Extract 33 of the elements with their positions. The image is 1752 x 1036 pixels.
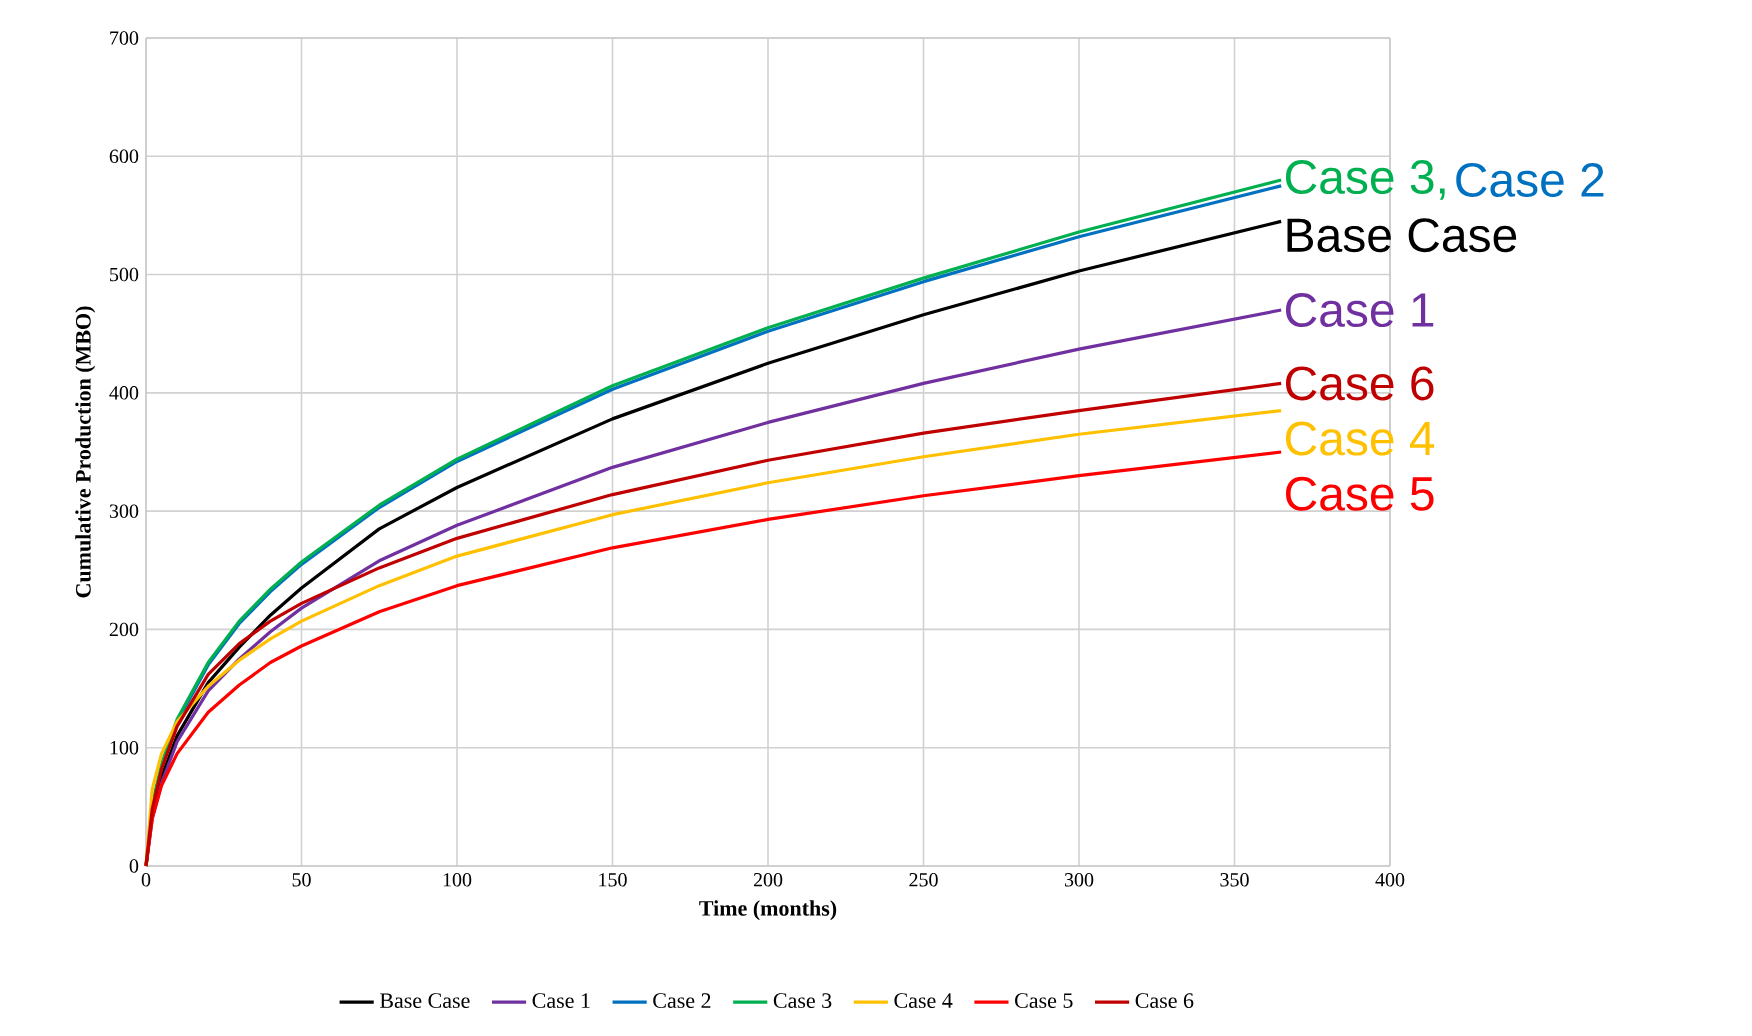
x-axis-title: Time (months) [699, 900, 837, 921]
y-tick-label: 700 [110, 31, 139, 45]
annotation: Case 1 [1286, 293, 1434, 328]
annotation: Base Case [1287, 218, 1517, 253]
y-tick-label: 300 [109, 504, 139, 518]
x-tick-label: 250 [909, 873, 938, 887]
x-tick-label: 350 [1220, 873, 1249, 887]
legend-label: Case 1 [532, 993, 590, 1009]
x-tick-label: 200 [753, 873, 783, 887]
x-tick-label: 0 [141, 873, 151, 887]
y-tick-label: 200 [109, 622, 139, 637]
y-tick-label: 400 [109, 386, 139, 400]
y-tick-label: 100 [110, 740, 139, 755]
x-tick-label: 400 [1375, 873, 1405, 887]
y-axis-title: Cumulative Production (MBO) [75, 306, 96, 598]
x-tick-label: 50 [292, 873, 311, 887]
annotation: Case 6 [1286, 366, 1434, 401]
y-tick-label: 0 [129, 859, 139, 873]
annotation: Case 5 [1286, 476, 1434, 511]
legend-label: Base Case [379, 993, 470, 1009]
text: Case 2 [1456, 162, 1604, 197]
x-tick-label: 150 [599, 873, 627, 887]
legend-label: Case 3 [773, 993, 832, 1009]
legend-label: Case 6 [1135, 993, 1194, 1009]
y-tick-label: 500 [110, 267, 139, 282]
x-tick-label: 100 [443, 873, 472, 887]
x-tick-label: 300 [1064, 873, 1094, 887]
annotation: Case 4 [1286, 421, 1435, 456]
legend-label: Case 5 [1015, 993, 1073, 1009]
legend-label: Case 4 [894, 993, 953, 1009]
y-tick-label: 600 [109, 149, 139, 164]
annotation: Case 3, [1286, 160, 1445, 200]
legend-label: Case 2 [653, 993, 711, 1009]
